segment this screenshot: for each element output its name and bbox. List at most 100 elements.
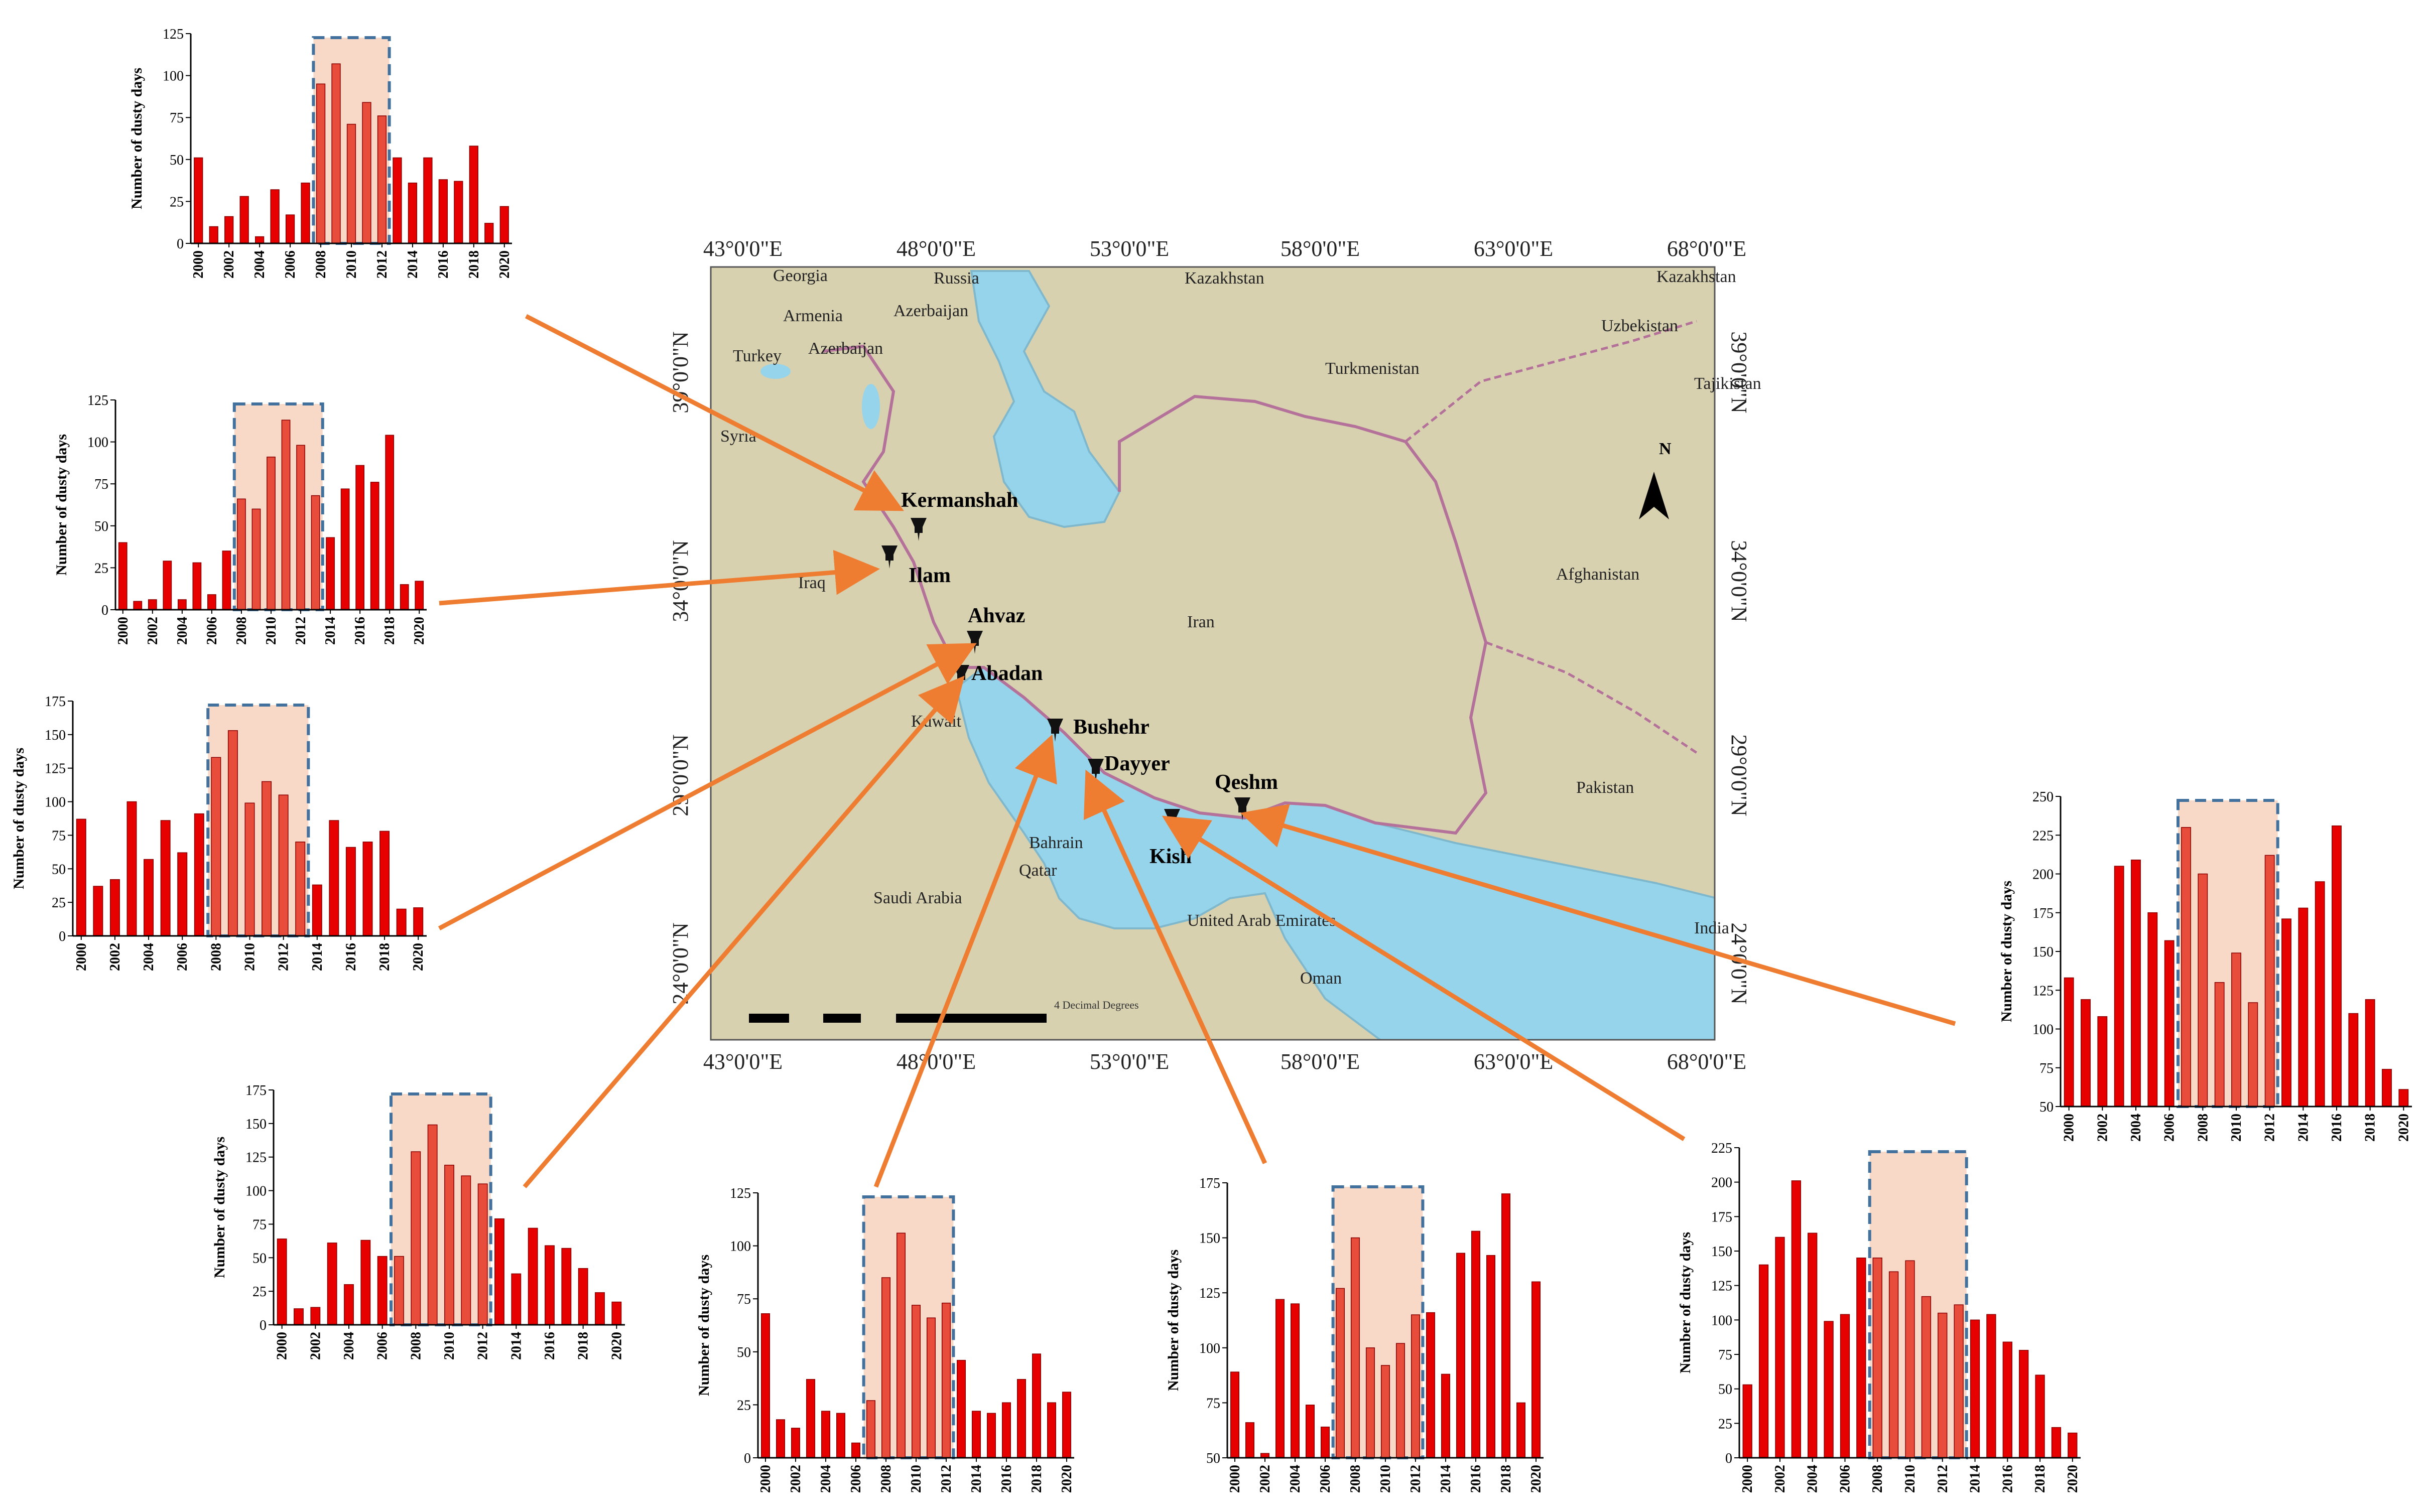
bar-2012	[1938, 1312, 1948, 1458]
scale-label: 4 Decimal Degrees	[1054, 999, 1139, 1011]
y-tick-label: 50	[94, 519, 108, 534]
latitude-labels-right: 39°0'0"N34°0'0"N29°0'0"N24°0'0"N	[1727, 331, 1751, 1004]
x-tick-label: 2004	[341, 1332, 357, 1360]
y-tick-label: 0	[101, 603, 108, 618]
station-bushehr: Bushehr	[1047, 716, 1149, 742]
bar-2014	[511, 1273, 522, 1325]
bar-2018	[1032, 1353, 1041, 1458]
x-tick-label: 2020	[2396, 1114, 2411, 1142]
y-tick-label: 175	[45, 694, 66, 710]
bar-2015	[329, 820, 339, 936]
y-tick-label: 150	[1711, 1244, 1732, 1260]
bar-2004	[144, 859, 154, 936]
chart-5: 0 25 50 75 100 125 2000 2002 2004 2006 2008 2010 201…	[696, 1186, 1075, 1493]
station-label: Kish	[1149, 845, 1192, 868]
bar-2018	[2035, 1374, 2045, 1458]
station-label: Dayyer	[1104, 752, 1170, 775]
bar-2014	[2298, 907, 2309, 1107]
station-label: Ilam	[909, 564, 951, 587]
x-tick-label: 2014	[508, 1332, 524, 1360]
bar-2014	[408, 182, 418, 244]
bar-2020	[2398, 1089, 2409, 1107]
station-ilam: Ilam	[881, 545, 951, 587]
highlight-box	[1331, 1185, 1425, 1459]
country-label: Pakistan	[1576, 778, 1634, 797]
bar-2002	[2097, 1016, 2108, 1107]
chart-6: 50 75 100 125 150 175 2000 2002 2004 2006 2008 2010…	[1165, 1176, 1544, 1493]
bar-2008	[211, 757, 221, 936]
x-tick-label: 2002	[1772, 1465, 1788, 1493]
highlight-box	[2177, 799, 2279, 1108]
y-tick-label: 0	[177, 236, 184, 252]
bar-2004	[821, 1411, 830, 1458]
y-tick-label: 50	[170, 153, 184, 168]
lon-label-bottom: 63°0'0"E	[1474, 1049, 1553, 1074]
y-tick-label: 100	[163, 69, 184, 84]
bar-2018	[2365, 999, 2375, 1107]
country-label: Oman	[1300, 969, 1342, 988]
bar-2001	[93, 886, 103, 936]
bar-2008	[411, 1151, 421, 1325]
y-tick-label: 200	[1711, 1175, 1732, 1191]
x-tick-label: 2020	[1059, 1465, 1075, 1493]
bar-2017	[2019, 1350, 2029, 1458]
bar-2001	[776, 1419, 785, 1458]
bar-2009	[897, 1232, 906, 1458]
y-tick-label: 100	[1199, 1341, 1220, 1356]
bar-2002	[310, 1307, 321, 1325]
bar-2010	[244, 802, 255, 936]
bar-2000	[1742, 1384, 1752, 1458]
lon-label-bottom: 43°0'0"E	[703, 1049, 783, 1074]
bar-2014	[326, 537, 335, 610]
x-tick-label: 2012	[293, 617, 309, 645]
x-tick-label: 2010	[2229, 1114, 2244, 1142]
map: 4 Decimal Degrees 43°0'0"E 48°0'0"E 53°0'0…	[668, 236, 1761, 1074]
bar-2003	[126, 801, 137, 936]
bar-2017	[2348, 1013, 2359, 1107]
bar-2020	[611, 1301, 622, 1325]
country-label: Saudi Arabia	[873, 889, 962, 907]
longitude-labels-top: 43°0'0"E 48°0'0"E 53°0'0"E 58°0'0"E 63°0'0"E…	[703, 236, 1746, 261]
bar-2007	[222, 551, 231, 610]
bar-2002	[109, 879, 120, 936]
bar-2011	[1921, 1296, 1932, 1458]
bar-2011	[362, 102, 371, 244]
bar-2010	[267, 456, 276, 610]
bar-2004	[344, 1284, 354, 1325]
bar-2008	[1872, 1257, 1882, 1458]
y-tick-label: 175	[1199, 1176, 1220, 1191]
bar-2015	[1986, 1314, 1996, 1458]
country-label: Russia	[934, 269, 979, 288]
connector-arrow	[1162, 815, 1686, 1141]
x-tick-label: 2006	[2162, 1114, 2178, 1142]
x-tick-label: 2008	[208, 943, 224, 971]
y-tick-label: 125	[45, 761, 66, 777]
x-tick-label: 2008	[313, 250, 329, 279]
bar-2004	[177, 599, 187, 610]
x-tick-label: 2018	[466, 250, 482, 279]
bar-2011	[2248, 1002, 2258, 1107]
bar-2002	[148, 599, 157, 610]
x-tick-label: 2008	[2195, 1114, 2211, 1142]
x-tick-label: 2012	[276, 943, 292, 971]
bar-2012	[296, 445, 305, 610]
y-tick-label: 25	[170, 194, 184, 210]
x-tick-label: 2020	[411, 943, 426, 971]
x-tick-label: 2004	[818, 1465, 834, 1493]
bar-2005	[2147, 912, 2158, 1107]
x-tick-label: 2014	[2295, 1114, 2311, 1142]
y-tick-label: 125	[87, 393, 108, 408]
bar-2020	[499, 206, 509, 244]
bar-2013	[311, 495, 320, 610]
map-frame	[710, 266, 1716, 1041]
y-tick-label: 25	[252, 1284, 267, 1300]
connector-arrow	[1083, 769, 1267, 1164]
bar-2018	[379, 831, 390, 936]
bar-2002	[224, 216, 234, 244]
y-tick-label: 150	[1199, 1231, 1220, 1247]
y-tick-label: 125	[1199, 1286, 1220, 1301]
pin-icon	[911, 518, 927, 541]
country-label: Turkey	[733, 347, 782, 365]
bar-2005	[160, 820, 171, 936]
